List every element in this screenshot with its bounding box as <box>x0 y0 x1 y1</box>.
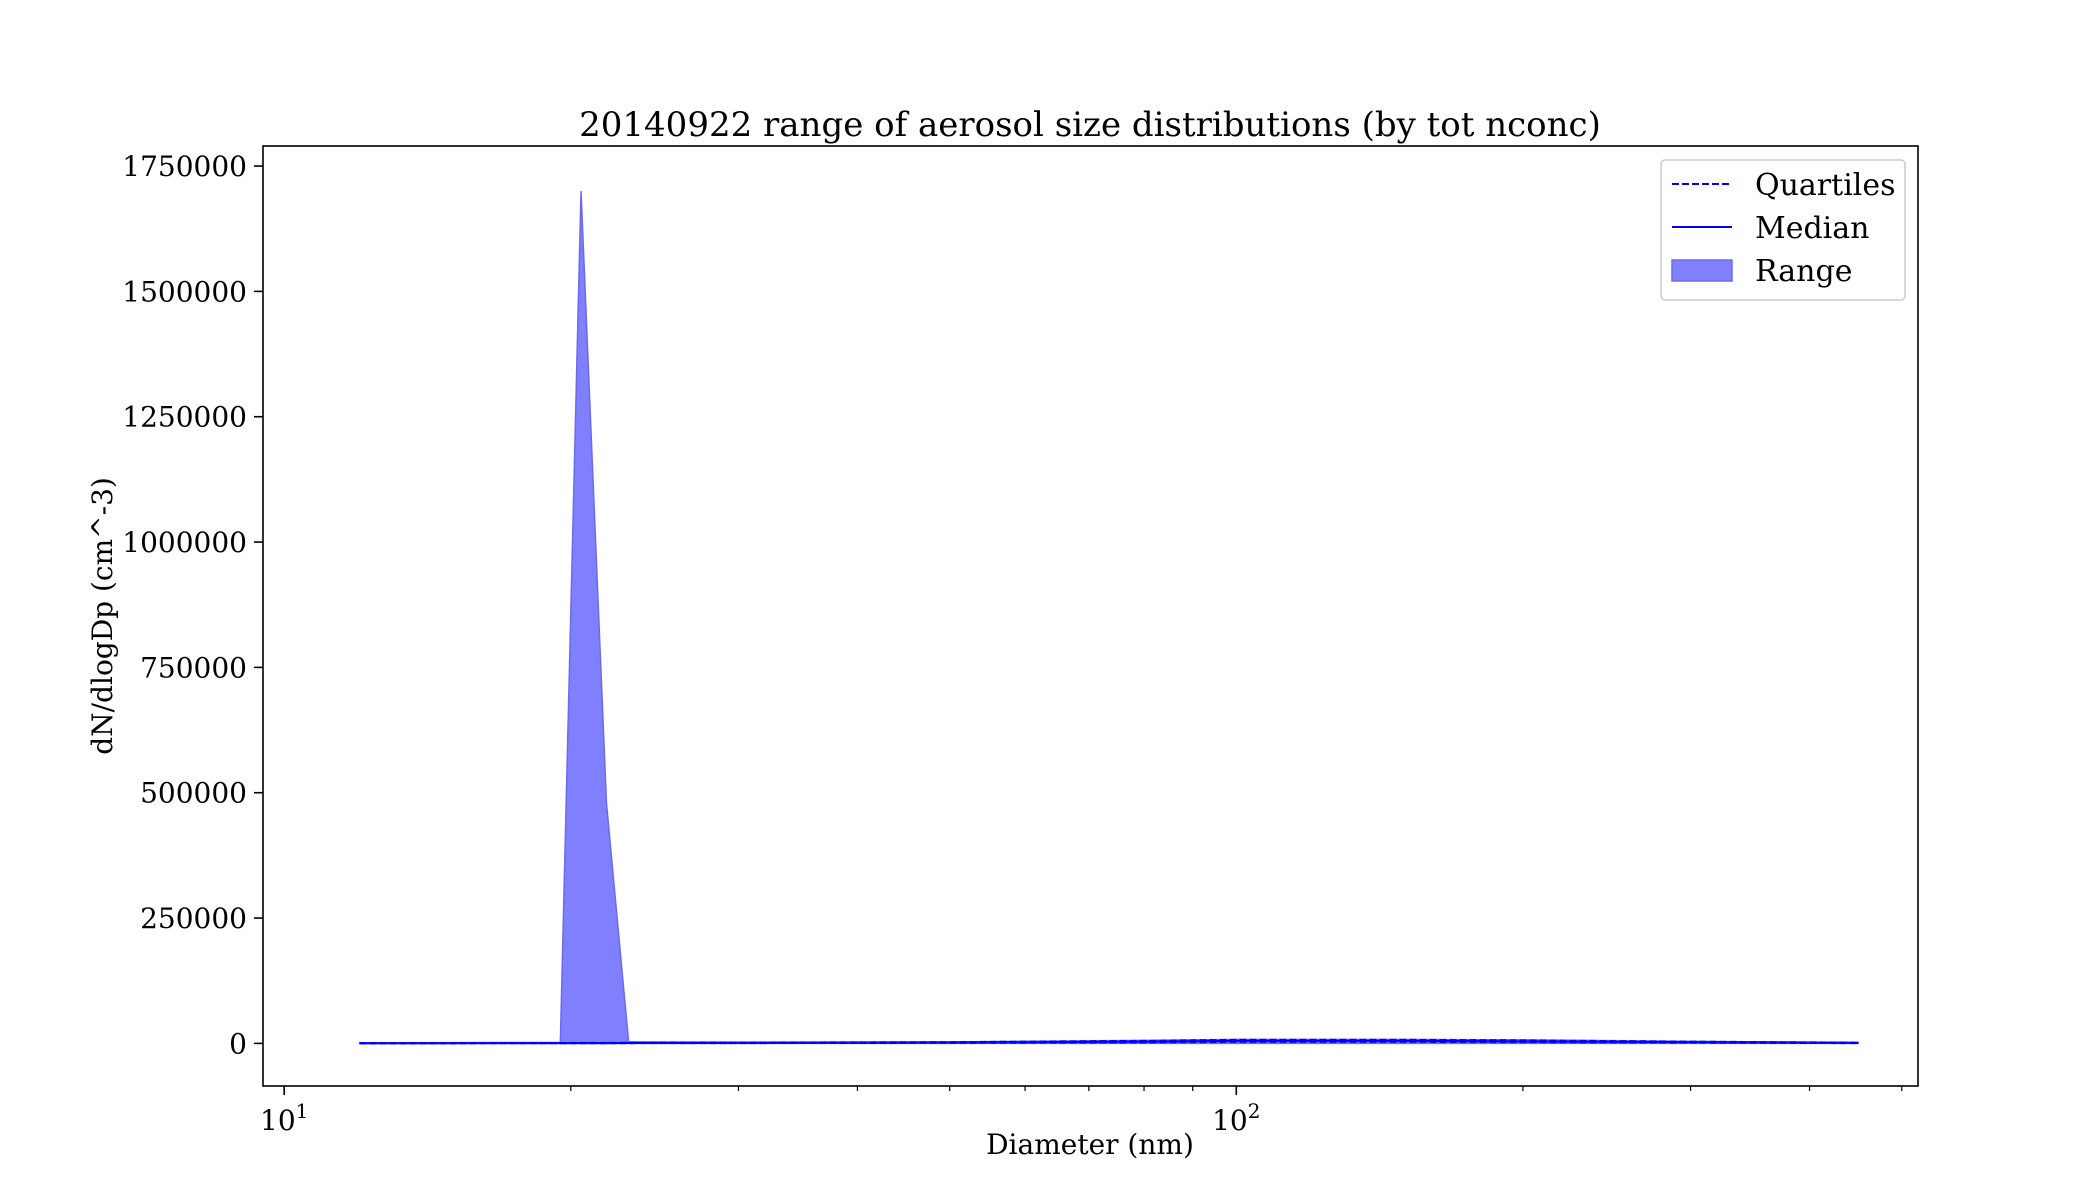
legend-range-swatch <box>1671 259 1733 282</box>
legend: Quartiles Median Range <box>1660 159 1906 301</box>
y-tick-label: 0 <box>229 1027 247 1060</box>
y-tick-label: 500000 <box>140 777 247 810</box>
x-axis-label: Diameter (nm) <box>986 1128 1194 1161</box>
x-tick-label: 102 <box>1212 1099 1260 1137</box>
x-axis: 101 102 <box>260 1086 1903 1137</box>
y-axis-label: dN/dlogDp (cm^-3) <box>86 477 119 755</box>
y-tick-label: 1250000 <box>122 401 247 434</box>
legend-quartiles-label: Quartiles <box>1755 168 1896 203</box>
median-line <box>359 1039 1859 1045</box>
y-tick-label: 1750000 <box>122 150 247 183</box>
plot-area <box>262 145 1919 1087</box>
axes-frame <box>262 145 1919 1087</box>
legend-median-label: Median <box>1755 211 1869 246</box>
y-axis: 0 250000 500000 750000 1000000 1250000 1500000… <box>122 150 263 1060</box>
legend-range-label: Range <box>1755 254 1852 289</box>
y-tick-label: 1500000 <box>122 275 247 308</box>
y-tick-label: 1000000 <box>122 526 247 559</box>
y-tick-label: 250000 <box>140 902 247 935</box>
chart-title: 20140922 range of aerosol size distribut… <box>579 105 1601 145</box>
x-tick-label: 101 <box>260 1099 308 1137</box>
y-tick-label: 750000 <box>140 651 247 684</box>
